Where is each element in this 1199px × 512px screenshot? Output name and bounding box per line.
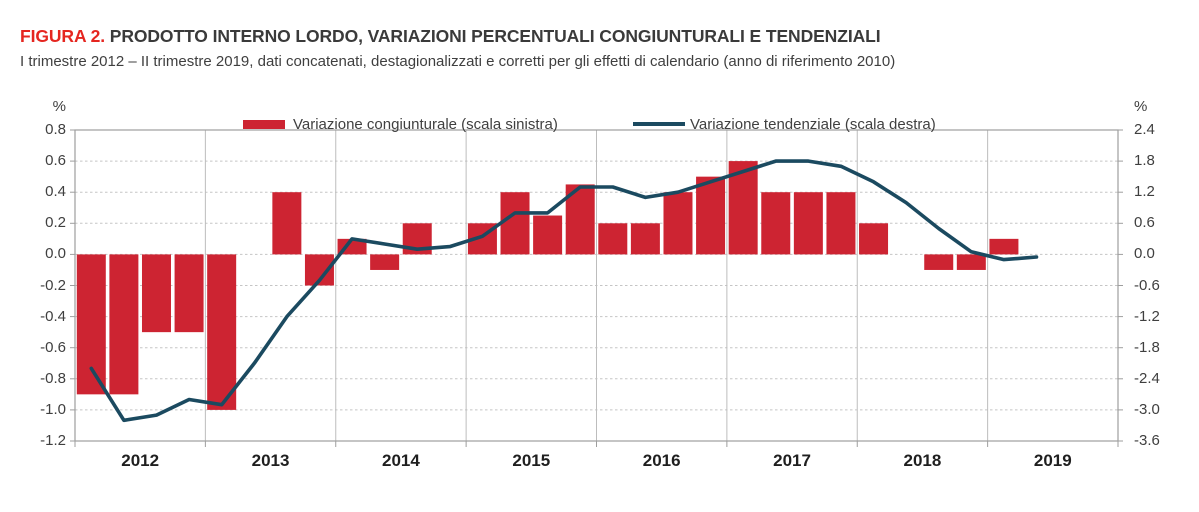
- legend-item-congiunturale: Variazione congiunturale (scala sinistra…: [243, 115, 558, 133]
- right-axis-tick-label: -3.6: [1134, 432, 1160, 449]
- bar-2017-T4: [826, 192, 856, 255]
- left-axis-tick-label: 0.0: [45, 245, 66, 263]
- bar-2016-T1: [598, 223, 628, 255]
- page-title: FIGURA 2. PRODOTTO INTERNO LORDO, VARIAZ…: [20, 26, 881, 47]
- figure-label: FIGURA 2.: [20, 26, 105, 46]
- bar-2018-T1: [859, 223, 889, 255]
- right-axis-tick-label: 1.2: [1134, 183, 1155, 201]
- left-axis-tick-label: 0.4: [45, 183, 66, 201]
- right-axis-tick-label: -3.0: [1134, 400, 1160, 418]
- figure-subtitle: I trimestre 2012 – II trimestre 2019, da…: [20, 53, 896, 70]
- left-axis-tick-label: 0.2: [45, 214, 66, 232]
- bar-2017-T1: [728, 161, 758, 255]
- right-axis-tick-label: 0.0: [1134, 245, 1155, 263]
- year-label-2016: 2016: [642, 451, 681, 470]
- bar-2012-T3: [141, 254, 171, 333]
- right-axis-tick-label: -1.2: [1134, 307, 1160, 325]
- bar-2015-T2: [500, 192, 530, 255]
- right-axis-tick-label: 0.6: [1134, 214, 1155, 232]
- bar-2012-T2: [109, 254, 139, 395]
- bar-2017-T3: [793, 192, 823, 255]
- year-label-2017: 2017: [773, 451, 811, 470]
- bar-swatch-icon: [243, 119, 285, 129]
- bar-2012-T4: [174, 254, 204, 333]
- left-axis-tick-label: -0.6: [40, 338, 66, 356]
- left-axis-tick-label: 0.8: [45, 121, 66, 138]
- left-axis-tick-label: -0.8: [40, 369, 66, 387]
- tendenziale-line: [89, 159, 1039, 423]
- bar-2016-T3: [663, 192, 693, 255]
- year-label-2015: 2015: [512, 451, 551, 470]
- left-axis-tick-label: -0.2: [40, 276, 66, 294]
- line-swatch-icon: [633, 122, 685, 126]
- year-label-2018: 2018: [903, 451, 942, 470]
- bar-2012-T1: [76, 254, 106, 395]
- figure-title: PRODOTTO INTERNO LORDO, VARIAZIONI PERCE…: [109, 26, 881, 46]
- left-axis-tick-label: 0.6: [45, 152, 66, 170]
- left-axis-tick-label: -0.4: [40, 307, 66, 325]
- year-label-2013: 2013: [251, 451, 290, 470]
- bar-2019-T1: [989, 238, 1019, 255]
- bar-2014-T2: [370, 254, 400, 270]
- left-axis-unit: %: [52, 98, 66, 115]
- right-axis-unit: %: [1134, 98, 1148, 115]
- left-axis-tick-label: -1.2: [40, 432, 66, 449]
- bar-2015-T3: [533, 215, 563, 255]
- left-axis-tick-label: -1.0: [40, 400, 66, 418]
- right-axis-tick-label: -1.8: [1134, 338, 1160, 356]
- bar-2016-T4: [696, 176, 726, 255]
- legend-label-tendenziale: Variazione tendenziale (scala destra): [690, 115, 936, 133]
- legend-item-tendenziale: Variazione tendenziale (scala destra): [633, 115, 936, 133]
- year-label-2012: 2012: [121, 451, 160, 470]
- legend-label-congiunturale: Variazione congiunturale (scala sinistra…: [293, 115, 558, 133]
- bar-2016-T2: [630, 223, 660, 255]
- year-label-2014: 2014: [382, 451, 420, 470]
- bar-2018-T4: [956, 254, 986, 270]
- bar-2013-T1: [207, 254, 237, 410]
- right-axis-tick-label: -0.6: [1134, 276, 1160, 294]
- right-axis-tick-label: 1.8: [1134, 152, 1155, 170]
- right-axis-tick-label: 2.4: [1134, 121, 1155, 138]
- year-label-2019: 2019: [1033, 451, 1072, 470]
- bar-2018-T3: [924, 254, 954, 270]
- right-axis-tick-label: -2.4: [1134, 369, 1160, 387]
- bar-2013-T3: [272, 192, 302, 255]
- bar-2017-T2: [761, 192, 791, 255]
